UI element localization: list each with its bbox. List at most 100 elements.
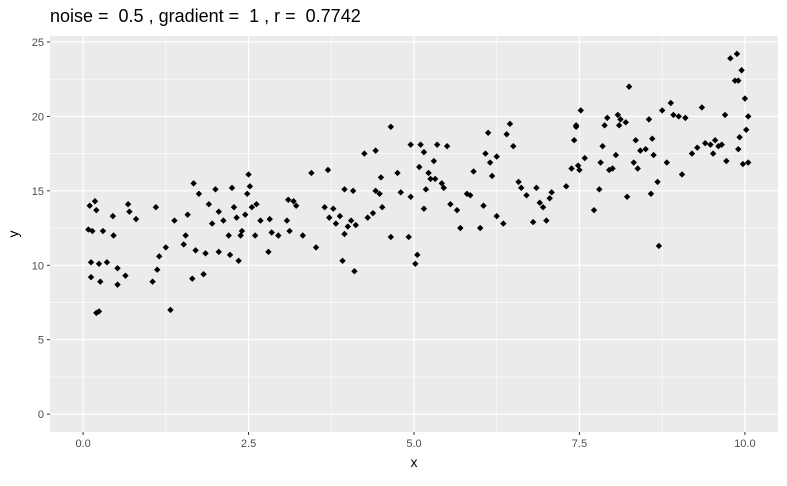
data-point bbox=[321, 204, 328, 211]
data-point bbox=[91, 198, 99, 205]
data-point bbox=[543, 217, 550, 224]
data-point bbox=[670, 111, 677, 119]
data-point bbox=[493, 212, 500, 220]
data-point bbox=[95, 260, 103, 267]
data-point bbox=[248, 204, 256, 211]
data-point bbox=[290, 198, 297, 205]
data-point bbox=[467, 192, 474, 199]
data-point bbox=[630, 159, 637, 166]
data-point bbox=[539, 204, 547, 211]
x-axis-title: x bbox=[411, 454, 418, 470]
data-point bbox=[397, 189, 404, 196]
data-points bbox=[85, 50, 752, 317]
data-point bbox=[372, 147, 379, 154]
y-tick-label: 20 bbox=[32, 111, 44, 123]
data-point bbox=[420, 148, 428, 156]
data-point bbox=[361, 150, 368, 157]
data-point bbox=[299, 232, 307, 239]
data-point bbox=[286, 227, 293, 235]
y-tick-label: 10 bbox=[32, 260, 44, 272]
data-point bbox=[733, 50, 741, 58]
data-point bbox=[731, 77, 739, 84]
data-point bbox=[394, 169, 401, 177]
data-point bbox=[667, 99, 674, 107]
data-point bbox=[369, 209, 377, 217]
data-point bbox=[162, 244, 170, 251]
data-point bbox=[617, 116, 624, 123]
data-point bbox=[590, 206, 598, 214]
data-point bbox=[645, 116, 653, 123]
data-point bbox=[124, 201, 132, 208]
data-point bbox=[195, 190, 203, 198]
data-point bbox=[326, 214, 333, 221]
data-point bbox=[215, 248, 222, 256]
data-point bbox=[625, 83, 633, 90]
data-point bbox=[447, 201, 454, 208]
data-point bbox=[457, 224, 464, 232]
data-point bbox=[351, 268, 358, 275]
data-point bbox=[341, 230, 348, 238]
data-point bbox=[114, 281, 121, 288]
data-point bbox=[253, 201, 260, 208]
data-point bbox=[581, 154, 588, 162]
data-point bbox=[637, 147, 644, 154]
data-point bbox=[596, 186, 603, 193]
data-point bbox=[440, 184, 447, 192]
x-tick-label: 2.5 bbox=[241, 438, 256, 450]
data-point bbox=[663, 159, 671, 166]
data-point bbox=[709, 150, 717, 157]
data-point bbox=[89, 227, 96, 235]
data-point bbox=[372, 187, 379, 195]
data-point bbox=[735, 77, 742, 84]
data-point bbox=[407, 193, 414, 200]
data-point bbox=[99, 227, 107, 235]
data-point bbox=[251, 232, 259, 239]
data-point bbox=[649, 135, 656, 142]
data-point bbox=[675, 113, 682, 120]
data-point bbox=[647, 190, 655, 198]
data-point bbox=[515, 178, 522, 186]
data-point bbox=[349, 187, 357, 195]
data-point bbox=[493, 153, 500, 160]
data-point bbox=[599, 142, 606, 150]
data-point bbox=[615, 122, 623, 129]
data-point bbox=[609, 165, 616, 172]
data-point bbox=[500, 220, 507, 227]
data-point bbox=[622, 119, 629, 126]
data-point bbox=[85, 226, 92, 233]
x-axis-ticks: 0.0 2.5 5.0 7.5 10.0 bbox=[75, 432, 756, 450]
data-point bbox=[486, 159, 494, 166]
data-point bbox=[292, 202, 300, 209]
data-point bbox=[387, 233, 395, 241]
data-point bbox=[503, 131, 510, 138]
data-point bbox=[230, 204, 238, 211]
data-point bbox=[244, 190, 251, 198]
data-point bbox=[574, 162, 582, 169]
data-point bbox=[568, 165, 575, 172]
data-point bbox=[379, 204, 386, 211]
data-point bbox=[438, 180, 445, 187]
data-point bbox=[126, 208, 133, 215]
data-point bbox=[341, 186, 348, 193]
data-point bbox=[416, 163, 423, 171]
y-axis-title: y bbox=[5, 231, 21, 238]
data-point bbox=[86, 202, 93, 209]
data-point bbox=[518, 184, 525, 192]
data-point bbox=[601, 122, 608, 129]
data-point bbox=[238, 227, 246, 235]
data-point bbox=[738, 67, 745, 74]
data-point bbox=[412, 260, 419, 267]
data-point bbox=[339, 257, 346, 264]
data-point bbox=[347, 217, 355, 224]
data-point bbox=[312, 244, 320, 251]
data-point bbox=[634, 165, 641, 172]
data-point bbox=[735, 145, 742, 153]
data-point bbox=[283, 217, 291, 224]
data-point bbox=[682, 114, 689, 122]
data-point bbox=[190, 180, 197, 187]
data-point bbox=[114, 265, 121, 272]
data-point bbox=[405, 233, 412, 241]
data-point bbox=[604, 114, 611, 122]
data-point bbox=[215, 208, 222, 215]
